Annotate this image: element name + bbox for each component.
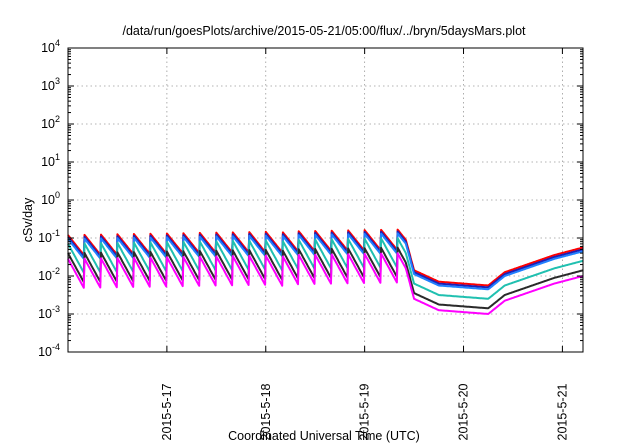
grid-lines xyxy=(68,48,583,352)
x-tick-label: 2015-5-18 xyxy=(259,383,273,440)
y-tick-label: 10-2 xyxy=(38,266,60,283)
x-tick-label: 2015-5-21 xyxy=(555,383,569,440)
series-group xyxy=(67,228,584,315)
x-tick-label: 2015-5-17 xyxy=(160,383,174,440)
y-tick-label: 10-3 xyxy=(38,304,60,321)
x-tick-label: 2015-5-19 xyxy=(358,383,372,440)
x-axis-label: Coordinated Universal Time (UTC) xyxy=(228,429,420,443)
x-axis-ticks: 2015-5-17 2015-5-18 2015-5-19 2015-5-20 2015… xyxy=(160,48,569,441)
y-axis-label: cSv/day xyxy=(21,197,35,242)
y-tick-label: 100 xyxy=(41,190,60,207)
series-line xyxy=(67,228,584,287)
series-line xyxy=(67,246,584,310)
y-tick-label: 104 xyxy=(41,38,60,55)
chart-title: /data/run/goesPlots/archive/2015-05-21/0… xyxy=(122,24,526,38)
series-line xyxy=(67,237,584,300)
series-line xyxy=(67,230,584,289)
y-tick-label: 10-1 xyxy=(38,228,60,245)
series-line xyxy=(67,232,584,291)
series-line xyxy=(67,252,584,315)
x-tick-label: 2015-5-20 xyxy=(457,383,471,440)
y-tick-label: 101 xyxy=(41,152,60,169)
y-tick-label: 10-4 xyxy=(38,342,60,359)
y-tick-label: 102 xyxy=(41,114,60,131)
y-tick-label: 103 xyxy=(41,76,60,93)
